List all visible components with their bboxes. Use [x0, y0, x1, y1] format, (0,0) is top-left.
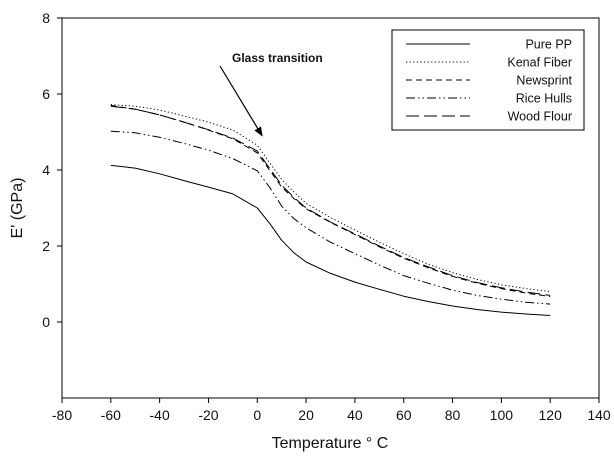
series-line-rice-hulls — [110, 130, 551, 305]
y-tick-label: 2 — [42, 238, 50, 254]
x-tick-label: -40 — [150, 407, 170, 423]
series-line-pure-pp — [110, 164, 551, 316]
x-tick-label: 20 — [298, 407, 314, 423]
x-tick-label: 0 — [253, 407, 261, 423]
x-tick-label: -60 — [101, 407, 121, 423]
legend-label: Wood Flour — [508, 110, 572, 124]
y-tick-label: 8 — [42, 10, 50, 26]
series-layer — [110, 104, 551, 316]
x-tick-label: 80 — [445, 407, 461, 423]
x-tick-label: -20 — [198, 407, 218, 423]
plot-frame — [61, 17, 600, 399]
annotation-arrow — [219, 65, 263, 137]
y-tick-label: 6 — [42, 86, 50, 102]
legend-label: Kenaf Fiber — [507, 56, 572, 70]
series-line-kenaf-fiber — [110, 104, 551, 293]
y-tick-label: 4 — [42, 162, 50, 178]
series-line-wood-flour — [110, 105, 551, 296]
annotation-layer: Glass transition — [219, 51, 323, 137]
x-axis-label: Temperature ° C — [272, 435, 389, 452]
legend: Pure PP Kenaf Fiber Newsprint Rice Hulls Woo… — [391, 29, 585, 131]
y-axis-label: E' (GPa) — [9, 178, 26, 239]
legend-label: Newsprint — [516, 74, 572, 88]
series-line-newsprint — [110, 104, 551, 297]
x-tick-label: 140 — [587, 407, 611, 423]
x-tick-label: 40 — [347, 407, 363, 423]
legend-label: Pure PP — [525, 38, 572, 52]
legend-box — [391, 29, 585, 131]
x-tick-label: 60 — [396, 407, 412, 423]
axes-layer: -80 -60 -40 -20 0 20 40 60 80 100 120 140 0 2 4 6 8 — [42, 10, 611, 423]
x-tick-label: -80 — [52, 407, 72, 423]
annotation-text: Glass transition — [232, 51, 323, 65]
x-tick-label: 100 — [490, 407, 514, 423]
x-tick-label: 120 — [539, 407, 563, 423]
legend-label: Rice Hulls — [516, 92, 572, 106]
y-tick-label: 0 — [42, 314, 50, 330]
